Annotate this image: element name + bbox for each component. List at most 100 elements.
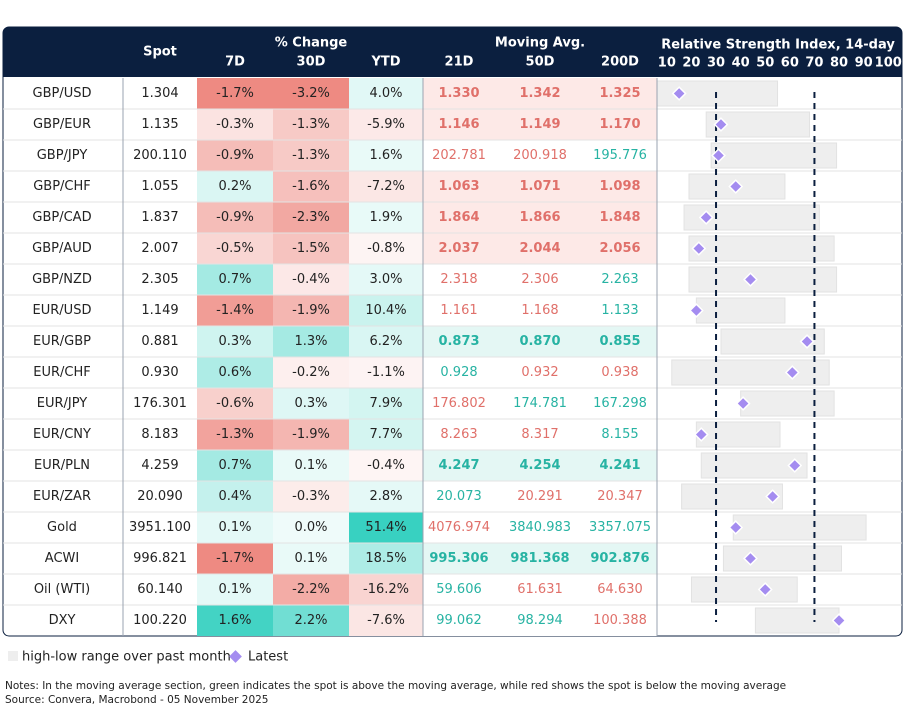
change-value: -0.9% [216, 210, 254, 225]
rsi-range [722, 545, 842, 572]
rsi-range [688, 235, 835, 262]
pair-label: GBP/JPY [37, 148, 88, 163]
heat-cell [197, 481, 273, 512]
change-value: -1.5% [292, 241, 330, 256]
rsi-latest [831, 613, 847, 628]
change-value: -1.7% [216, 86, 254, 101]
rsi-latest [713, 117, 729, 132]
rsi-range [695, 421, 781, 448]
ma-value: 59.606 [436, 582, 482, 597]
x-tick-label: 50 [756, 56, 774, 71]
change-value: -0.4% [292, 272, 330, 287]
ma-value: 1.325 [599, 86, 640, 101]
change-value: 0.4% [218, 489, 251, 504]
ma-value: 4076.974 [428, 520, 490, 535]
change-value: -0.5% [216, 241, 254, 256]
ma-background [423, 171, 657, 202]
spot-value: 1.837 [141, 210, 178, 225]
heat-cell [349, 233, 423, 264]
ma-value: 1.098 [599, 179, 640, 194]
change-value: 0.1% [218, 520, 251, 535]
change-value: 0.1% [294, 551, 327, 566]
heat-cell [349, 419, 423, 450]
pair-label: ACWI [45, 551, 79, 566]
change-value: -7.2% [367, 179, 405, 194]
ma-value: 1.342 [519, 86, 560, 101]
heat-cell [197, 295, 273, 326]
spot-value: 2.305 [141, 272, 178, 287]
x-tick-label: 10 [658, 56, 676, 71]
spot-value: 200.110 [133, 148, 187, 163]
change-value: -2.2% [292, 582, 330, 597]
ma-background [423, 202, 657, 233]
change-value: 7.9% [369, 396, 402, 411]
rsi-range [671, 359, 830, 386]
change-value: -1.3% [292, 117, 330, 132]
change-value: 2.2% [294, 613, 327, 628]
rsi-latest [799, 334, 815, 349]
heat-cell [349, 326, 423, 357]
ma-value: 8.155 [601, 427, 638, 442]
heat-cell [273, 574, 349, 605]
rsi-latest [728, 520, 744, 535]
ma-value: 995.306 [429, 551, 488, 566]
rsi-range [688, 266, 838, 293]
x-tick-label: 100 [875, 56, 902, 71]
heat-cell [349, 605, 423, 636]
ma-value: 176.802 [432, 396, 486, 411]
change-value: 0.6% [218, 365, 251, 380]
header-column: 200D [601, 55, 639, 70]
pair-label: GBP/NZD [32, 272, 92, 287]
spot-value: 3951.100 [129, 520, 191, 535]
pair-label: Oil (WTI) [34, 582, 90, 597]
change-value: 0.3% [294, 396, 327, 411]
ma-value: 1.149 [519, 117, 560, 132]
rsi-latest [688, 303, 704, 318]
ma-value: 20.291 [517, 489, 563, 504]
change-value: -0.8% [367, 241, 405, 256]
spot-value: 996.821 [133, 551, 187, 566]
ma-background [423, 543, 657, 574]
heat-cell [349, 388, 423, 419]
change-value: 18.5% [365, 551, 406, 566]
heat-cell [197, 202, 273, 233]
pair-label: EUR/ZAR [33, 489, 91, 504]
heat-cell [273, 512, 349, 543]
change-value: -0.3% [216, 117, 254, 132]
pair-label: DXY [49, 613, 76, 628]
heat-cell [273, 202, 349, 233]
ma-value: 981.368 [510, 551, 569, 566]
rsi-latest [693, 427, 709, 442]
heat-cell [197, 109, 273, 140]
pair-label: EUR/JPY [37, 396, 88, 411]
ma-value: 195.776 [593, 148, 647, 163]
ma-background [423, 109, 657, 140]
ma-background [423, 326, 657, 357]
spot-value: 4.259 [141, 458, 178, 473]
rsi-latest [757, 582, 773, 597]
ma-value: 2.037 [438, 241, 479, 256]
ma-value: 8.317 [521, 427, 558, 442]
legend-swatch [229, 650, 242, 663]
ma-value: 4.247 [438, 458, 479, 473]
rsi-latest [728, 179, 744, 194]
heat-cell [197, 171, 273, 202]
ma-value: 0.870 [519, 334, 560, 349]
heat-cell [349, 574, 423, 605]
heat-cell [349, 171, 423, 202]
heat-cell [273, 388, 349, 419]
change-value: -1.3% [216, 427, 254, 442]
heat-cell [197, 512, 273, 543]
heat-cell [349, 78, 423, 109]
heat-cell [197, 78, 273, 109]
legend-label: Latest [248, 650, 288, 665]
spot-value: 20.090 [137, 489, 183, 504]
change-value: -0.6% [216, 396, 254, 411]
change-value: 1.3% [294, 334, 327, 349]
ma-value: 4.241 [599, 458, 640, 473]
heat-cell [197, 419, 273, 450]
change-value: -1.4% [216, 303, 254, 318]
change-value: -1.9% [292, 427, 330, 442]
ma-value: 0.855 [599, 334, 640, 349]
